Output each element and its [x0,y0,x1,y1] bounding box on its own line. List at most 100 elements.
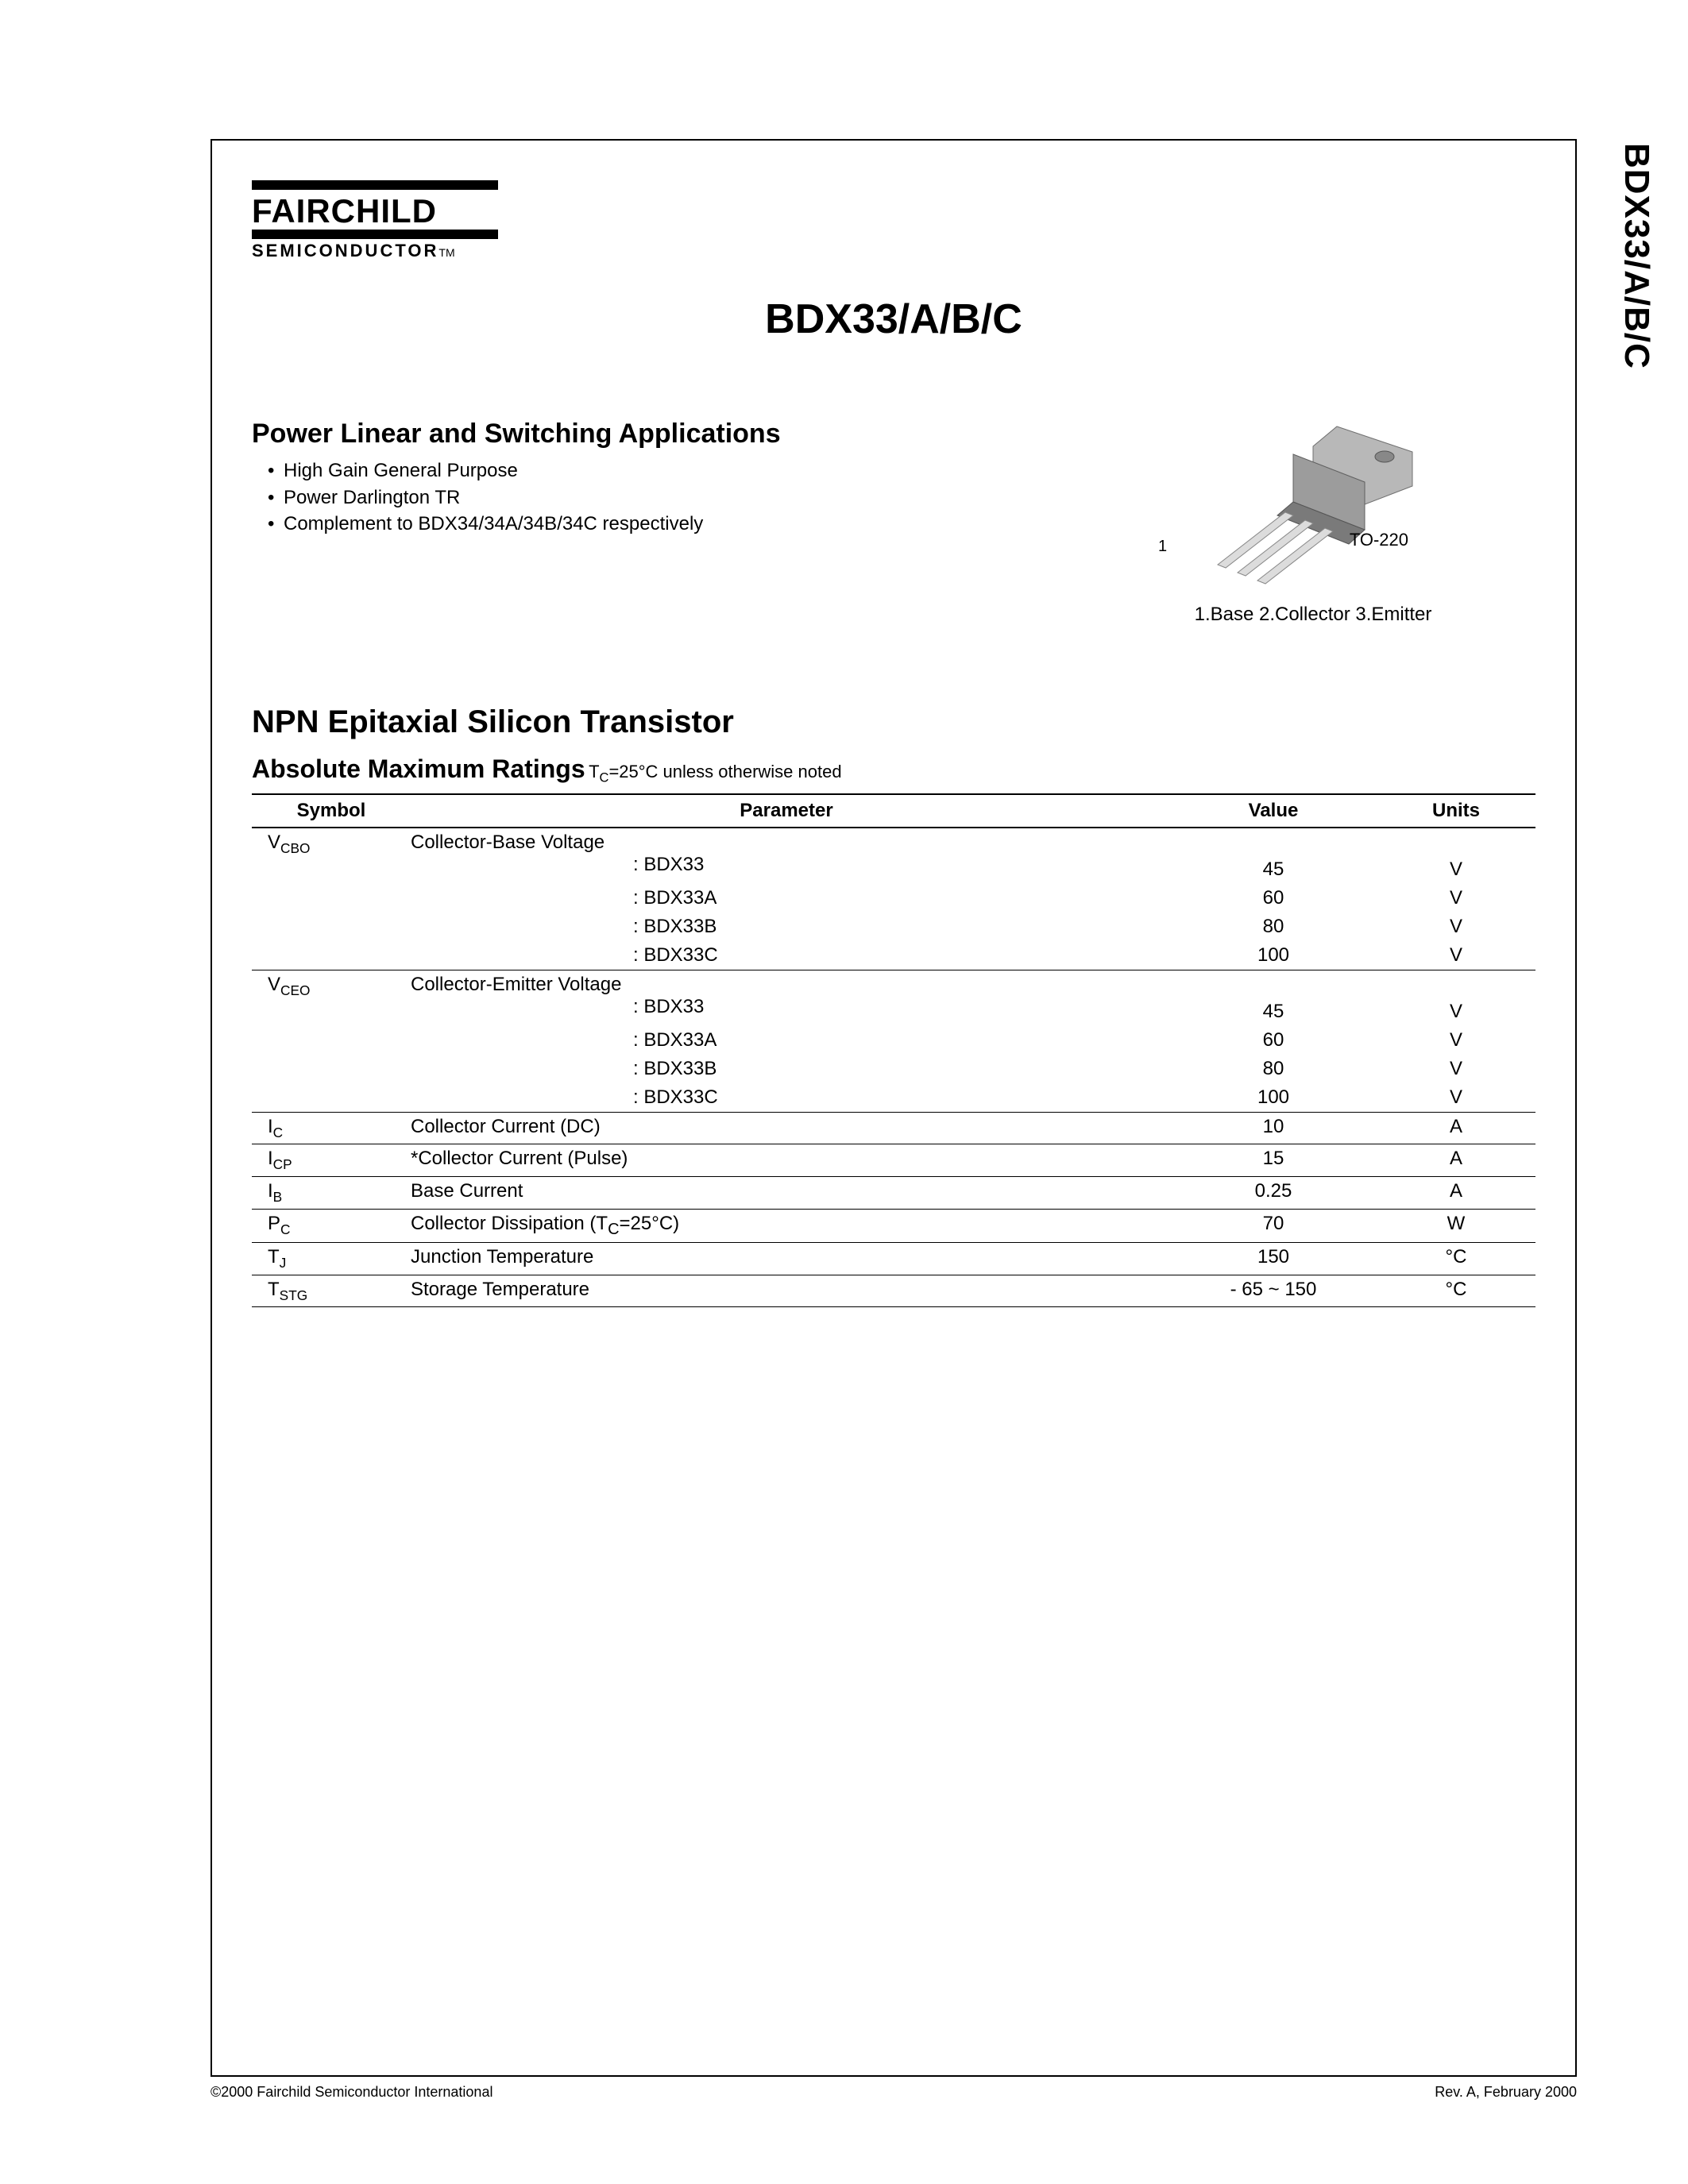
company-logo: FAIRCHILD SEMICONDUCTORTM [252,180,498,261]
cell-unit: °C [1377,1242,1535,1275]
table-header-row: Symbol Parameter Value Units [252,794,1535,828]
cell-unit: °C [1377,1275,1535,1307]
pin-1-marker: 1 [1158,538,1167,556]
cell-unit: V [1377,884,1535,913]
ratings-heading: Absolute Maximum Ratings [252,754,585,783]
cell-unit: V [1377,828,1535,884]
ratings-table: Symbol Parameter Value Units VCBOCollect… [252,793,1535,1307]
cell-value: 45 [1170,828,1377,884]
logo-sub-text: SEMICONDUCTOR [252,241,438,260]
cell-symbol: ICP [252,1144,403,1177]
table-row: : BDX33C100V [252,941,1535,970]
logo-bar-top [252,180,498,190]
header-units: Units [1377,794,1535,828]
cell-parameter: Collector Current (DC) [403,1112,1170,1144]
cell-symbol: PC [252,1209,403,1242]
cell-symbol: IC [252,1112,403,1144]
table-row: ICP*Collector Current (Pulse)15A [252,1144,1535,1177]
package-diagram: 1 TO-220 1.Base 2.Collector 3.Emitter [1146,411,1480,626]
logo-bar-bottom [252,230,498,239]
cell-symbol [252,941,403,970]
applications-heading: Power Linear and Switching Applications [252,419,1006,450]
note-prefix: T [589,762,599,781]
cell-parameter: Collector-Emitter Voltage: BDX33 [403,970,1170,1025]
header-value: Value [1170,794,1377,828]
table-row: VCBOCollector-Base Voltage: BDX3345V [252,828,1535,884]
cell-value: 100 [1170,1083,1377,1113]
package-type-label: TO-220 [1350,530,1408,550]
bullet-item: Complement to BDX34/34A/34B/34C respecti… [268,511,1006,538]
logo-tm: TM [438,246,454,259]
table-row: : BDX33C100V [252,1083,1535,1113]
ratings-heading-line: Absolute Maximum Ratings TC=25°C unless … [252,754,1535,785]
table-row: TSTGStorage Temperature- 65 ~ 150°C [252,1275,1535,1307]
page-frame: FAIRCHILD SEMICONDUCTORTM BDX33/A/B/C Po… [211,139,1577,2077]
cell-value: 70 [1170,1209,1377,1242]
table-row: : BDX33B80V [252,1055,1535,1083]
cell-unit: V [1377,1026,1535,1055]
cell-unit: A [1377,1144,1535,1177]
table-row: ICCollector Current (DC)10A [252,1112,1535,1144]
footer-revision: Rev. A, February 2000 [1435,2084,1577,2101]
header-symbol: Symbol [252,794,403,828]
logo-subtitle: SEMICONDUCTORTM [252,241,498,261]
table-row: PCCollector Dissipation (TC=25°C)70W [252,1209,1535,1242]
table-row: : BDX33B80V [252,913,1535,941]
table-row: : BDX33A60V [252,1026,1535,1055]
table-row: VCEOCollector-Emitter Voltage: BDX3345V [252,970,1535,1025]
to220-icon [1178,411,1448,585]
header-parameter: Parameter [403,794,1170,828]
cell-parameter: Storage Temperature [403,1275,1170,1307]
cell-unit: V [1377,1083,1535,1113]
cell-value: 100 [1170,941,1377,970]
cell-value: 0.25 [1170,1177,1377,1210]
cell-parameter: : BDX33C [403,1083,1170,1113]
table-row: : BDX33A60V [252,884,1535,913]
ratings-condition-note: TC=25°C unless otherwise noted [589,762,842,781]
note-sub: C [600,770,609,785]
applications-section: Power Linear and Switching Applications … [252,419,1006,538]
cell-unit: V [1377,913,1535,941]
cell-parameter: Junction Temperature [403,1242,1170,1275]
transistor-type-heading: NPN Epitaxial Silicon Transistor [252,704,1535,740]
cell-unit: V [1377,970,1535,1025]
cell-parameter: *Collector Current (Pulse) [403,1144,1170,1177]
cell-symbol [252,1083,403,1113]
table-row: TJJunction Temperature150°C [252,1242,1535,1275]
cell-symbol [252,913,403,941]
cell-value: 80 [1170,1055,1377,1083]
cell-value: 60 [1170,1026,1377,1055]
side-part-number: BDX33/A/B/C [1617,143,1656,369]
cell-value: 80 [1170,913,1377,941]
cell-parameter: : BDX33C [403,941,1170,970]
bullet-item: Power Darlington TR [268,484,1006,511]
cell-value: - 65 ~ 150 [1170,1275,1377,1307]
cell-unit: A [1377,1112,1535,1144]
cell-parameter: : BDX33A [403,1026,1170,1055]
cell-parameter: Collector Dissipation (TC=25°C) [403,1209,1170,1242]
part-number-title: BDX33/A/B/C [212,295,1575,343]
cell-unit: V [1377,941,1535,970]
cell-value: 10 [1170,1112,1377,1144]
cell-parameter: Collector-Base Voltage: BDX33 [403,828,1170,884]
pin-legend: 1.Base 2.Collector 3.Emitter [1146,604,1480,626]
cell-symbol: VCEO [252,970,403,1025]
cell-unit: V [1377,1055,1535,1083]
bullet-item: High Gain General Purpose [268,457,1006,484]
cell-value: 15 [1170,1144,1377,1177]
cell-symbol [252,1055,403,1083]
logo-name: FAIRCHILD [252,193,498,230]
cell-parameter: : BDX33A [403,884,1170,913]
applications-list: High Gain General Purpose Power Darlingt… [252,457,1006,538]
cell-parameter: : BDX33B [403,1055,1170,1083]
cell-value: 60 [1170,884,1377,913]
ratings-section: NPN Epitaxial Silicon Transistor Absolut… [252,704,1535,1307]
note-rest: =25°C unless otherwise noted [608,762,841,781]
cell-symbol [252,1026,403,1055]
cell-value: 150 [1170,1242,1377,1275]
cell-value: 45 [1170,970,1377,1025]
cell-unit: A [1377,1177,1535,1210]
cell-symbol: VCBO [252,828,403,884]
cell-unit: W [1377,1209,1535,1242]
cell-parameter: Base Current [403,1177,1170,1210]
